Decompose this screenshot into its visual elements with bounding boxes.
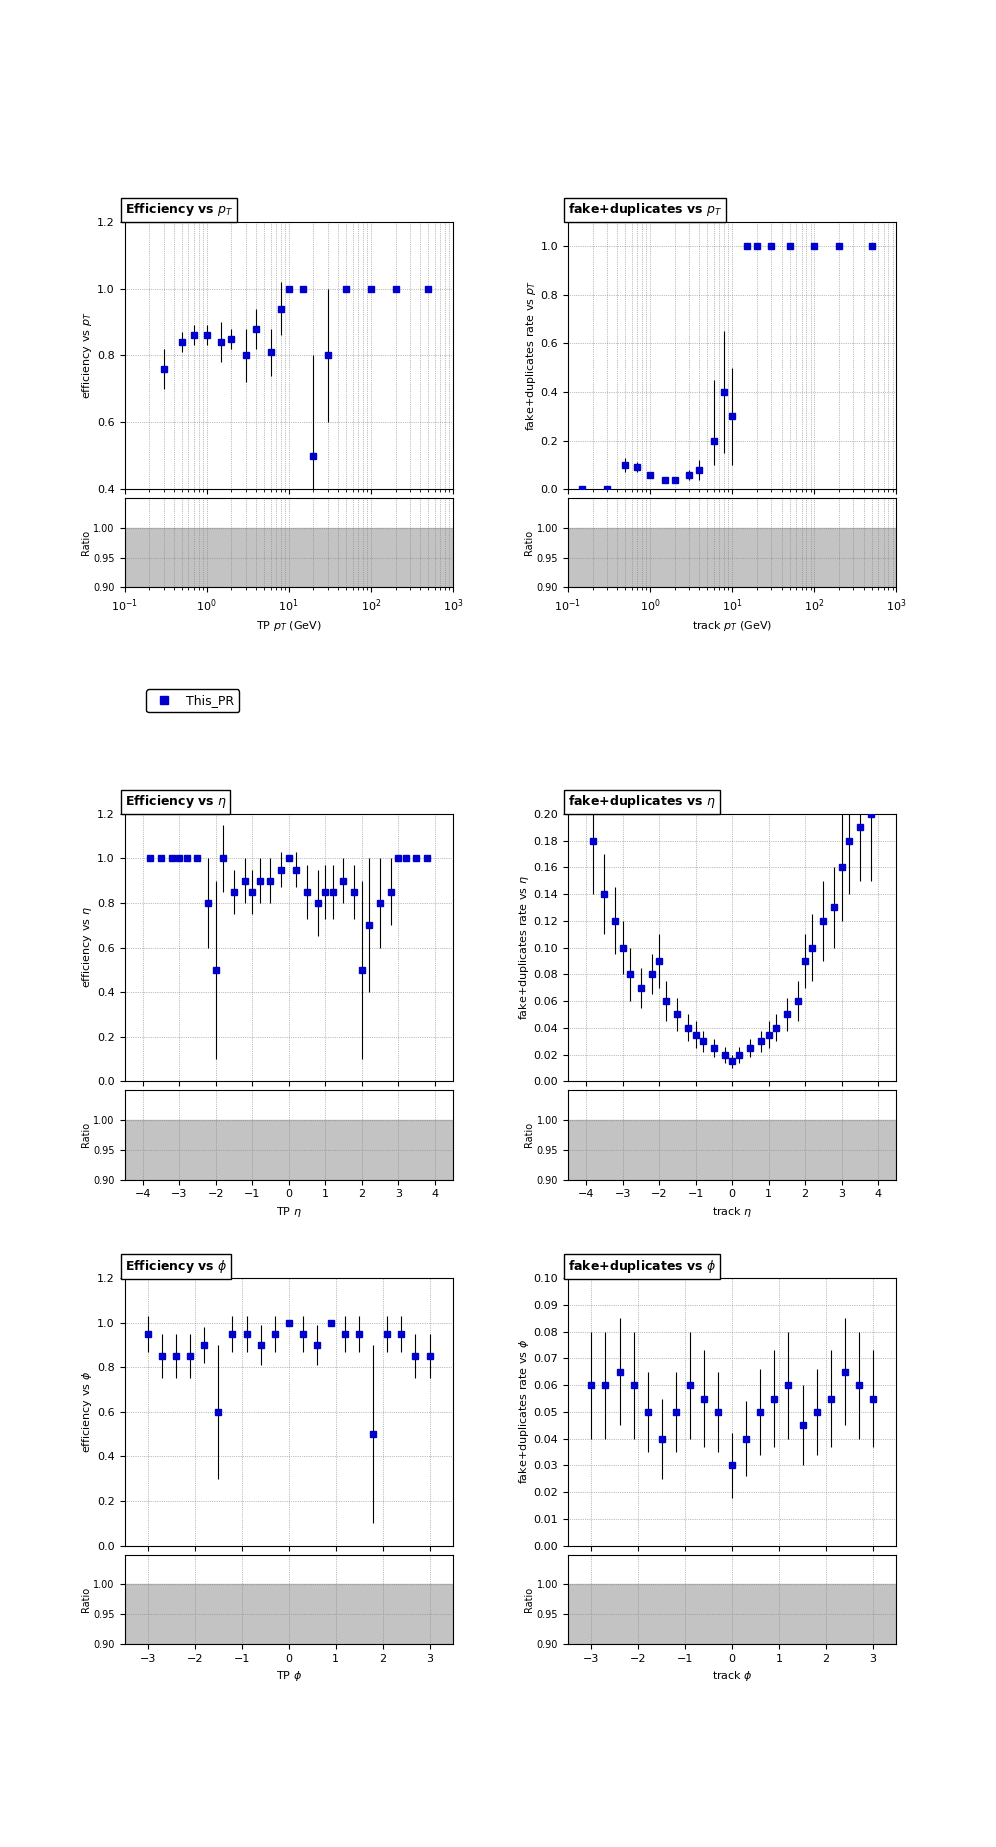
- Y-axis label: Ratio: Ratio: [81, 530, 91, 556]
- Text: Efficiency vs $p_T$: Efficiency vs $p_T$: [124, 201, 233, 218]
- Text: Efficiency vs $\phi$: Efficiency vs $\phi$: [124, 1258, 227, 1274]
- Y-axis label: efficiency vs $p_T$: efficiency vs $p_T$: [81, 312, 95, 399]
- Text: fake+duplicates vs $p_T$: fake+duplicates vs $p_T$: [568, 201, 722, 218]
- Legend: This_PR: This_PR: [146, 689, 239, 713]
- Y-axis label: fake+duplicates rate vs $p_T$: fake+duplicates rate vs $p_T$: [524, 281, 538, 430]
- X-axis label: TP $\eta$: TP $\eta$: [276, 1204, 302, 1219]
- Y-axis label: Ratio: Ratio: [524, 530, 534, 556]
- Y-axis label: Ratio: Ratio: [81, 1587, 91, 1612]
- Text: Efficiency vs $\eta$: Efficiency vs $\eta$: [124, 794, 227, 811]
- Y-axis label: efficiency vs $\eta$: efficiency vs $\eta$: [81, 907, 95, 988]
- Y-axis label: Ratio: Ratio: [524, 1587, 534, 1612]
- Y-axis label: Ratio: Ratio: [524, 1123, 534, 1147]
- Y-axis label: fake+duplicates rate vs $\phi$: fake+duplicates rate vs $\phi$: [517, 1339, 531, 1485]
- X-axis label: track $p_T$ (GeV): track $p_T$ (GeV): [692, 619, 772, 634]
- Text: fake+duplicates vs $\eta$: fake+duplicates vs $\eta$: [568, 794, 716, 811]
- Y-axis label: Ratio: Ratio: [81, 1123, 91, 1147]
- Y-axis label: efficiency vs $\phi$: efficiency vs $\phi$: [81, 1370, 95, 1454]
- Y-axis label: fake+duplicates rate vs $\eta$: fake+duplicates rate vs $\eta$: [517, 875, 531, 1020]
- X-axis label: track $\eta$: track $\eta$: [712, 1204, 752, 1219]
- X-axis label: TP $\phi$: TP $\phi$: [276, 1670, 302, 1683]
- Text: fake+duplicates vs $\phi$: fake+duplicates vs $\phi$: [568, 1258, 716, 1274]
- X-axis label: track $\phi$: track $\phi$: [712, 1670, 753, 1683]
- X-axis label: TP $p_T$ (GeV): TP $p_T$ (GeV): [256, 619, 322, 634]
